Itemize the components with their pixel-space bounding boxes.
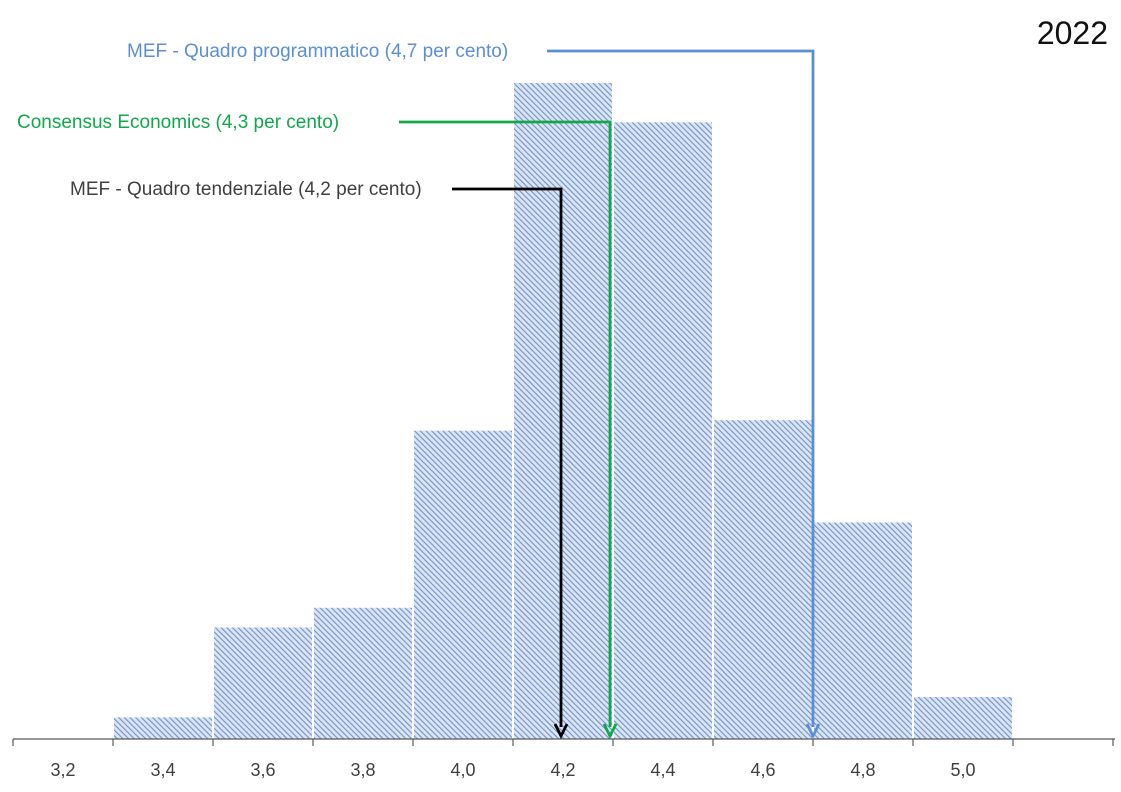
annotation-arrow-line xyxy=(399,120,612,727)
x-tick-label: 4,0 xyxy=(450,760,475,780)
annotation-arrow-line xyxy=(547,49,815,727)
annotations-layer: MEF - Quadro programmatico (4,7 per cent… xyxy=(17,41,821,740)
histogram-bar xyxy=(214,627,312,739)
annotation-arrow-line xyxy=(452,187,563,727)
x-tick-label: 5,0 xyxy=(950,760,975,780)
histogram-bar xyxy=(414,430,512,739)
annotation-label: MEF - Quadro programmatico (4,7 per cent… xyxy=(127,41,508,62)
x-tick-label: 3,2 xyxy=(50,760,75,780)
annotation-arrowhead xyxy=(553,723,569,740)
annotation-arrowhead xyxy=(602,723,618,740)
chart-title: 2022 xyxy=(1037,15,1108,51)
x-tick-label: 4,8 xyxy=(850,760,875,780)
annotation-label: MEF - Quadro tendenziale (4,2 per cento) xyxy=(70,179,422,200)
annotation-arrowhead xyxy=(805,723,821,740)
annotation-label: Consensus Economics (4,3 per cento) xyxy=(17,112,339,133)
x-tick-label: 3,6 xyxy=(250,760,275,780)
x-tick-label: 4,6 xyxy=(750,760,775,780)
histogram-bar xyxy=(614,122,712,740)
histogram-bar xyxy=(514,83,612,739)
x-tick-label: 3,8 xyxy=(350,760,375,780)
histogram-bar xyxy=(114,717,212,739)
x-tick-label: 4,4 xyxy=(650,760,675,780)
histogram-bar xyxy=(914,697,1012,739)
x-tick-label: 4,2 xyxy=(550,760,575,780)
bars-layer xyxy=(114,83,1012,740)
x-axis: 3,2 3,4 3,6 3,8 4,0 4,2 4,4 4,6 4,8 5,0 xyxy=(12,738,1115,780)
histogram-bar xyxy=(814,522,912,739)
histogram-bar xyxy=(314,607,412,739)
x-tick-label: 3,4 xyxy=(150,760,175,780)
histogram-bar xyxy=(714,420,812,739)
